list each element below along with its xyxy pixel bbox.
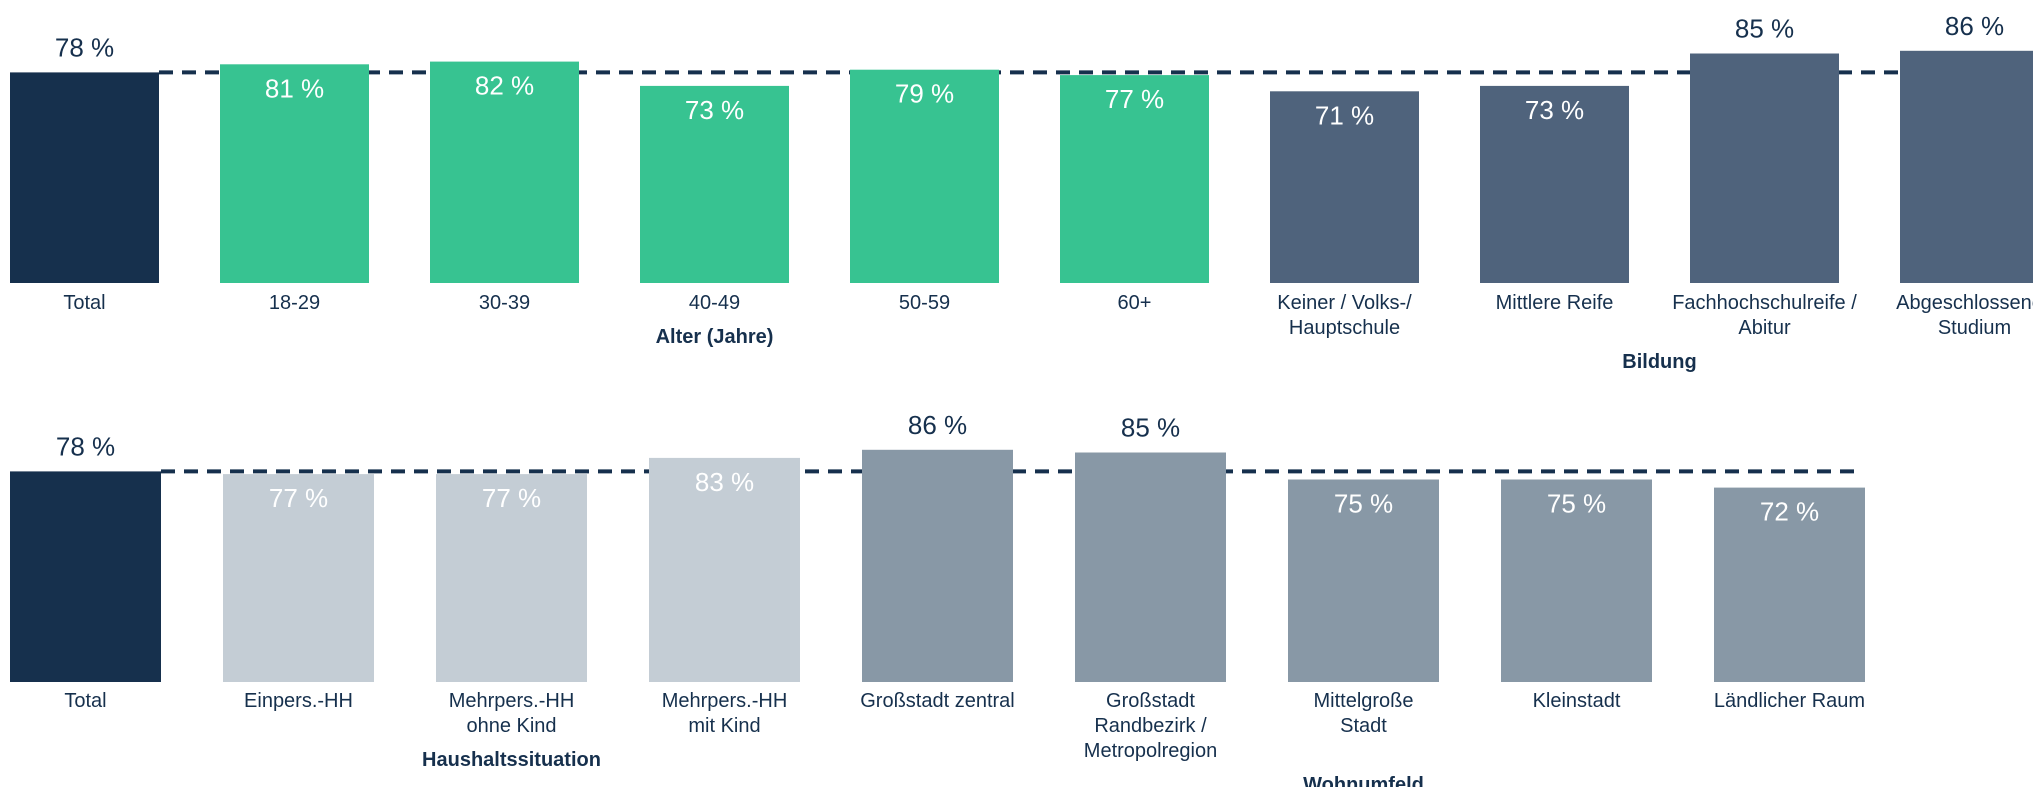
value-label: 79 % [895,79,954,109]
category-label: Kleinstadt [1533,690,1621,712]
category-label: Total [64,690,106,712]
group-label: Wohnumfeld [1303,774,1424,787]
bar [1480,85,1629,284]
bar [10,471,161,682]
value-label: 85 % [1121,413,1180,443]
category-label: Mittelgroße Stadt [1313,690,1413,737]
bar [436,474,587,682]
value-label: 73 % [1525,95,1584,125]
bar [1714,487,1865,682]
group-label: Haushaltssituation [422,749,601,771]
category-label: Ländlicher Raum [1714,690,1865,712]
value-label: 77 % [269,483,328,513]
value-label: 71 % [1315,100,1374,130]
bar [862,449,1013,682]
value-label: 72 % [1760,497,1819,527]
category-label: AbgeschlossenesStudium [1896,292,2033,339]
category-label: 60+ [1118,292,1152,314]
value-label: 75 % [1547,489,1606,519]
bar [649,457,800,682]
value-label: 86 % [908,410,967,440]
value-label: 73 % [685,95,744,125]
value-label: 82 % [475,71,534,101]
bar [1900,50,2033,283]
bar [220,64,369,283]
value-label: 85 % [1735,14,1794,44]
bar [1075,452,1226,682]
value-label: 78 % [56,431,115,461]
bar [1501,479,1652,682]
bar [850,69,999,283]
value-label: 77 % [482,483,541,513]
bar [430,61,579,283]
group-label: Bildung [1622,351,1696,373]
bar [1288,479,1439,682]
bar [1060,75,1209,283]
category-label: Keiner / Volks-/Hauptschule [1277,292,1412,339]
value-label: 77 % [1105,84,1164,114]
category-label: 30-39 [479,292,530,314]
category-label: Großstadt Randbezirk / Metropolregion [1084,690,1217,762]
category-label: Großstadt zentral [860,690,1015,712]
bar [640,85,789,284]
category-label: Einpers.-HH [244,690,353,712]
bar [223,474,374,682]
bar [10,72,159,284]
bar [1270,91,1419,283]
category-label: Mehrpers.-HH mit Kind [662,690,788,737]
value-label: 78 % [55,32,114,62]
bar [1690,53,1839,283]
category-label: Total [63,292,105,314]
category-label: Mittlere Reife [1496,292,1614,314]
group-label: Alter (Jahre) [656,326,774,348]
value-label: 86 % [1945,11,2004,41]
value-label: 83 % [695,467,754,497]
category-label: Mehrpers.-HH ohne Kind [449,690,575,737]
category-label: 18-29 [269,292,320,314]
category-label: Fachhochschulreife / Abitur [1672,292,1857,339]
value-label: 75 % [1334,489,1393,519]
category-label: 50-59 [899,292,950,314]
category-label: 40-49 [689,292,740,314]
value-label: 81 % [265,73,324,103]
